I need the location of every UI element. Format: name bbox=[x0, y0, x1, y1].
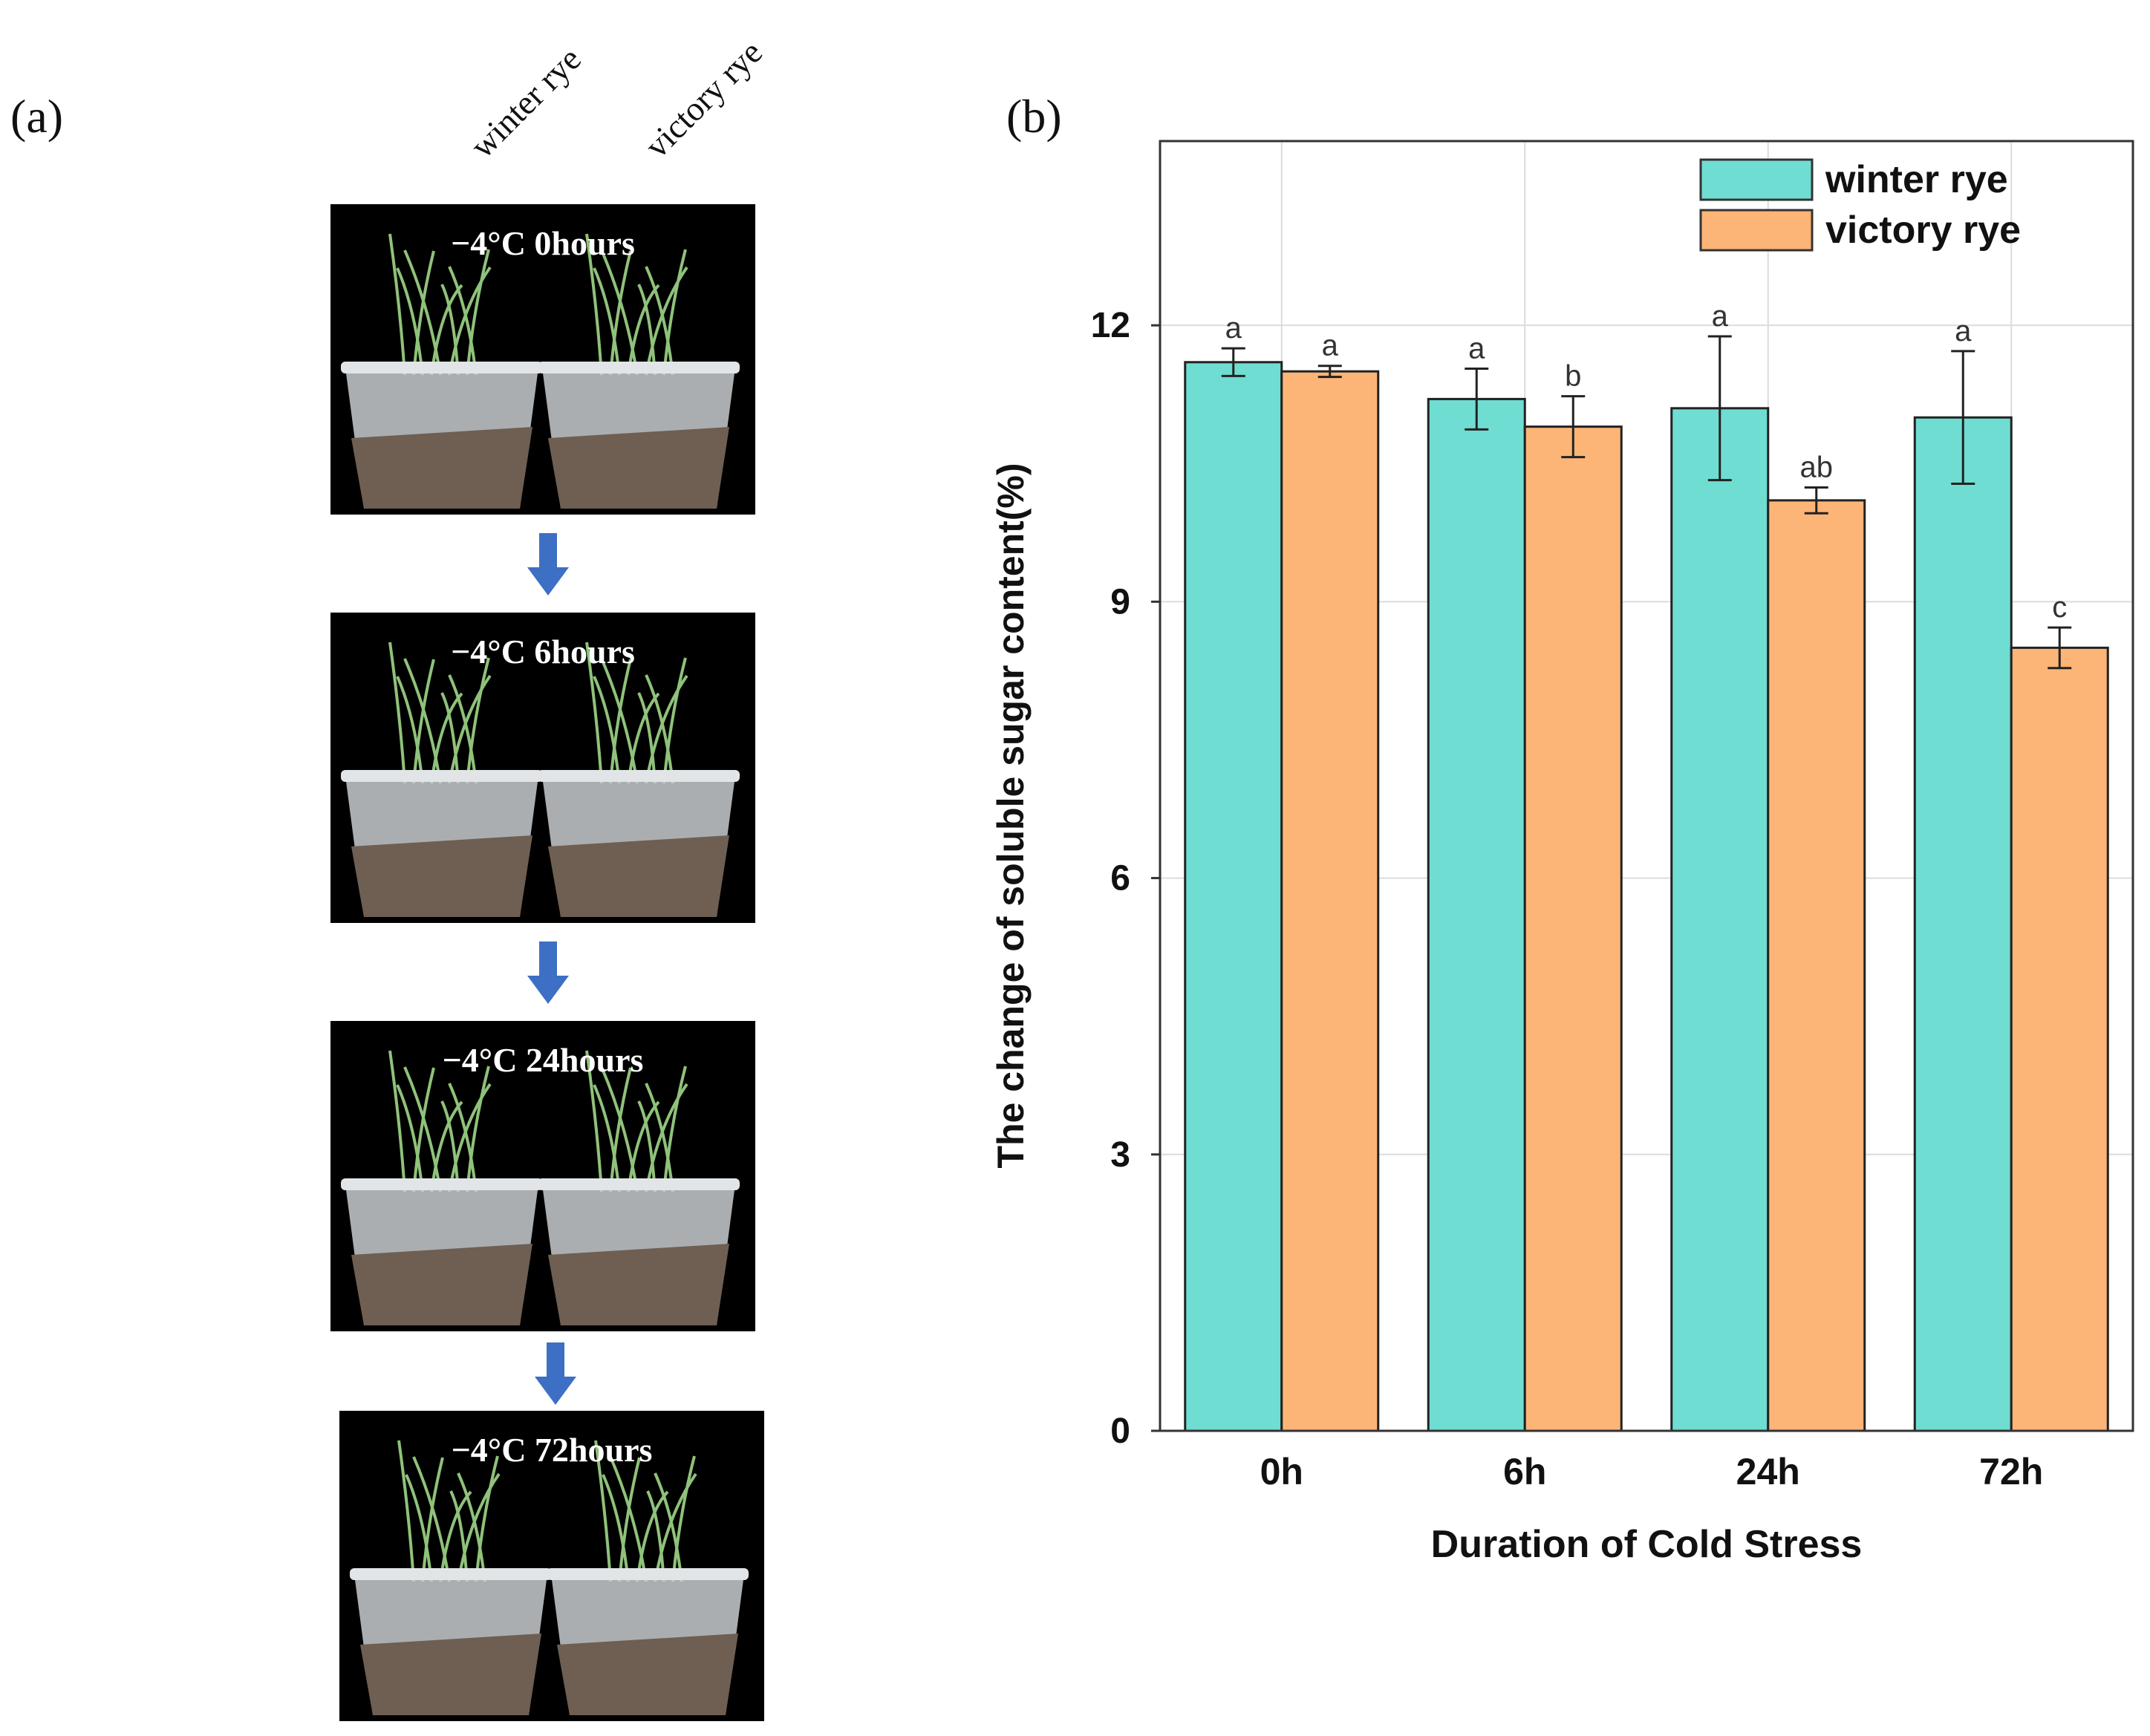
pots-illustration bbox=[350, 1440, 749, 1715]
y-tick-label: 3 bbox=[1110, 1135, 1130, 1175]
legend-swatch bbox=[1699, 158, 1814, 201]
photo-caption: −4°C 24hours bbox=[442, 1041, 644, 1079]
plant-photo-0: −4°C 0hours bbox=[330, 204, 755, 515]
legend-label: victory rye bbox=[1825, 209, 2021, 252]
plant-photo-3: −4°C 72hours bbox=[339, 1411, 764, 1721]
bar bbox=[1280, 370, 1380, 1432]
y-axis-label: The change of soluble sugar content(%) bbox=[990, 463, 1032, 1168]
panel-a-label: (a) bbox=[10, 90, 64, 143]
x-tick-label: 24h bbox=[1736, 1451, 1800, 1492]
panel-b-label: (b) bbox=[1006, 90, 1062, 143]
column-label-victory-rye: victory rye bbox=[637, 33, 770, 166]
down-arrow-icon bbox=[535, 1342, 576, 1405]
plot-frame bbox=[1159, 140, 2134, 1432]
plant-photo-1: −4°C 6hours bbox=[330, 613, 755, 923]
significance-letter: a bbox=[1955, 315, 1972, 347]
y-tick-label: 9 bbox=[1110, 582, 1130, 621]
significance-letter: c bbox=[2052, 591, 2067, 624]
y-tick-label: 12 bbox=[1091, 306, 1130, 345]
photo-caption: −4°C 72hours bbox=[451, 1431, 653, 1469]
significance-letter: a bbox=[1322, 330, 1339, 362]
bar bbox=[1523, 425, 1623, 1432]
pots-illustration bbox=[341, 1050, 740, 1325]
photo-caption: −4°C 6hours bbox=[451, 633, 635, 670]
x-tick-label: 6h bbox=[1503, 1451, 1546, 1492]
y-tick-label: 0 bbox=[1110, 1412, 1130, 1451]
legend-swatch bbox=[1699, 209, 1814, 252]
x-axis-label: Duration of Cold Stress bbox=[1431, 1523, 1863, 1566]
bar bbox=[1767, 499, 1866, 1432]
significance-letter: a bbox=[1468, 332, 1485, 365]
photo-caption: −4°C 0hours bbox=[451, 224, 635, 262]
plant-photo-2: −4°C 24hours bbox=[330, 1021, 755, 1331]
bar bbox=[1427, 397, 1526, 1432]
legend-label: winter rye bbox=[1825, 158, 2008, 201]
x-tick-label: 72h bbox=[1979, 1451, 2043, 1492]
bar bbox=[2010, 646, 2109, 1432]
y-tick-label: 6 bbox=[1110, 859, 1130, 898]
significance-letter: ab bbox=[1800, 451, 1834, 484]
significance-letter: a bbox=[1712, 300, 1729, 333]
significance-letter: a bbox=[1225, 312, 1242, 345]
bar bbox=[1670, 407, 1770, 1432]
bar bbox=[1184, 361, 1283, 1432]
significance-letter: b bbox=[1565, 360, 1581, 393]
x-tick-label: 0h bbox=[1260, 1451, 1303, 1492]
column-label-winter-rye: winter rye bbox=[463, 39, 589, 166]
down-arrow-icon bbox=[527, 942, 569, 1004]
pots-illustration bbox=[341, 642, 740, 917]
bar bbox=[1913, 416, 2013, 1432]
pots-illustration bbox=[341, 233, 740, 509]
down-arrow-icon bbox=[527, 533, 569, 595]
